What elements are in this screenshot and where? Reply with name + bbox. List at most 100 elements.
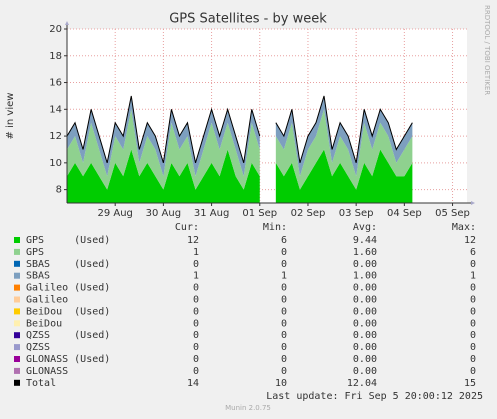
x-tick-label: 31 Aug	[194, 208, 229, 219]
legend-stat: 0	[193, 318, 199, 329]
x-tick-label: 03 Sep	[339, 208, 374, 219]
legend-swatch	[14, 379, 20, 386]
x-arrow	[471, 201, 475, 205]
x-tick-label: 29 Aug	[97, 208, 132, 219]
legend-swatch	[14, 308, 20, 315]
legend-stat: 1	[470, 271, 476, 282]
stacked-area	[67, 95, 461, 177]
legend-stat: 0.00	[353, 318, 377, 329]
legend-stat: 12.04	[347, 378, 377, 389]
legend-stat: 0	[281, 295, 287, 306]
legend-stat: 0.00	[353, 366, 377, 377]
legend-stat: 0	[470, 366, 476, 377]
legend-name: Galileo (Used)	[26, 283, 110, 294]
legend-stat: 0	[281, 318, 287, 329]
legend-stat: 6	[281, 235, 287, 246]
legend-swatch	[14, 344, 20, 351]
legend-stat: 0	[470, 354, 476, 365]
legend-swatch	[14, 332, 20, 339]
legend-stat: 1.00	[353, 271, 377, 282]
legend-stat: 0	[193, 283, 199, 294]
legend-stat: 0	[281, 354, 287, 365]
legend-stat: 0.00	[353, 295, 377, 306]
stacked-area	[67, 149, 461, 203]
legend-stat: 1	[193, 271, 199, 282]
y-arrow	[65, 21, 69, 25]
legend-swatch	[14, 272, 20, 279]
legend-stat: 10	[275, 378, 287, 389]
legend-stat: 0	[193, 295, 199, 306]
legend-stat: 14	[187, 378, 199, 389]
legend-swatch	[14, 320, 20, 327]
x-tick-label: 01 Sep	[242, 208, 277, 219]
legend-stat: 0.00	[353, 354, 377, 365]
legend-name: GPS	[26, 247, 44, 258]
plot-layer	[67, 95, 461, 203]
legend-stat: 1.60	[353, 247, 377, 258]
column-header: Cur:	[175, 222, 199, 233]
chart-title: GPS Satellites - by week	[169, 12, 327, 27]
y-tick-label: 20	[49, 24, 62, 35]
footer: Munin 2.0.75	[225, 404, 271, 412]
column-header: Avg:	[353, 222, 377, 233]
legend-stat: 1	[193, 247, 199, 258]
legend-stat: 15	[464, 378, 476, 389]
legend-stat: 6	[470, 247, 476, 258]
y-axis-label: # in view	[5, 93, 16, 140]
legend-stat: 0.00	[353, 330, 377, 341]
legend-stat: 0	[470, 318, 476, 329]
legend-stat: 0	[470, 342, 476, 353]
legend-stat: 0	[470, 259, 476, 270]
legend-name: GLONASS (Used)	[26, 354, 110, 365]
legend-swatch	[14, 284, 20, 291]
legend-stat: 0	[281, 342, 287, 353]
legend-name: SBAS	[26, 271, 50, 282]
legend-stat: 0	[281, 247, 287, 258]
last-update: Last update: Fri Sep 5 20:00:12 2025	[266, 391, 483, 402]
legend-name: GLONASS	[26, 366, 68, 377]
legend-stat: 0.00	[353, 306, 377, 317]
y-tick-label: 16	[49, 78, 62, 89]
legend-stat: 0	[470, 330, 476, 341]
legend-stat: 0	[281, 283, 287, 294]
legend-stat: 0	[193, 330, 199, 341]
legend-name: QZSS	[26, 342, 50, 353]
legend-stat: 0	[193, 366, 199, 377]
legend-swatch	[14, 367, 20, 374]
legend-stat: 0	[193, 306, 199, 317]
legend-stat: 0	[470, 295, 476, 306]
y-tick-label: 10	[49, 158, 62, 169]
legend-swatch	[14, 356, 20, 362]
legend-stat: 0	[470, 306, 476, 317]
legend-stat: 0	[193, 354, 199, 365]
legend-name: Galileo	[26, 295, 68, 306]
legend-swatch	[14, 296, 20, 303]
x-tick-label: 02 Sep	[291, 208, 326, 219]
legend-stat: 0	[193, 342, 199, 353]
legend-stat: 0	[281, 330, 287, 341]
legend-stat: 1	[281, 271, 287, 282]
x-tick-label: 05 Sep	[435, 208, 470, 219]
legend-stat: 0	[281, 259, 287, 270]
y-tick-label: 8	[56, 185, 62, 196]
legend-stat: 12	[187, 235, 199, 246]
legend-stat: 0	[281, 306, 287, 317]
x-tick-label: 30 Aug	[146, 208, 181, 219]
legend-name: SBAS (Used)	[26, 259, 110, 270]
legend-swatch	[14, 260, 20, 267]
legend-name: BeiDou	[26, 318, 62, 329]
legend-stat: 0.00	[353, 259, 377, 270]
legend-stat: 9.44	[353, 235, 377, 246]
column-header: Max:	[452, 222, 476, 233]
side-text: RRDTOOL / TOBI OETIKER	[483, 5, 491, 95]
legend-name: BeiDou (Used)	[26, 306, 110, 317]
legend-stat: 0	[470, 283, 476, 294]
legend-name: QZSS (Used)	[26, 330, 110, 341]
y-tick-label: 18	[49, 51, 62, 62]
legend-name: GPS (Used)	[26, 235, 110, 246]
legend-name: Total	[26, 378, 56, 389]
y-tick-label: 12	[49, 131, 62, 142]
legend-stat: 0	[193, 259, 199, 270]
